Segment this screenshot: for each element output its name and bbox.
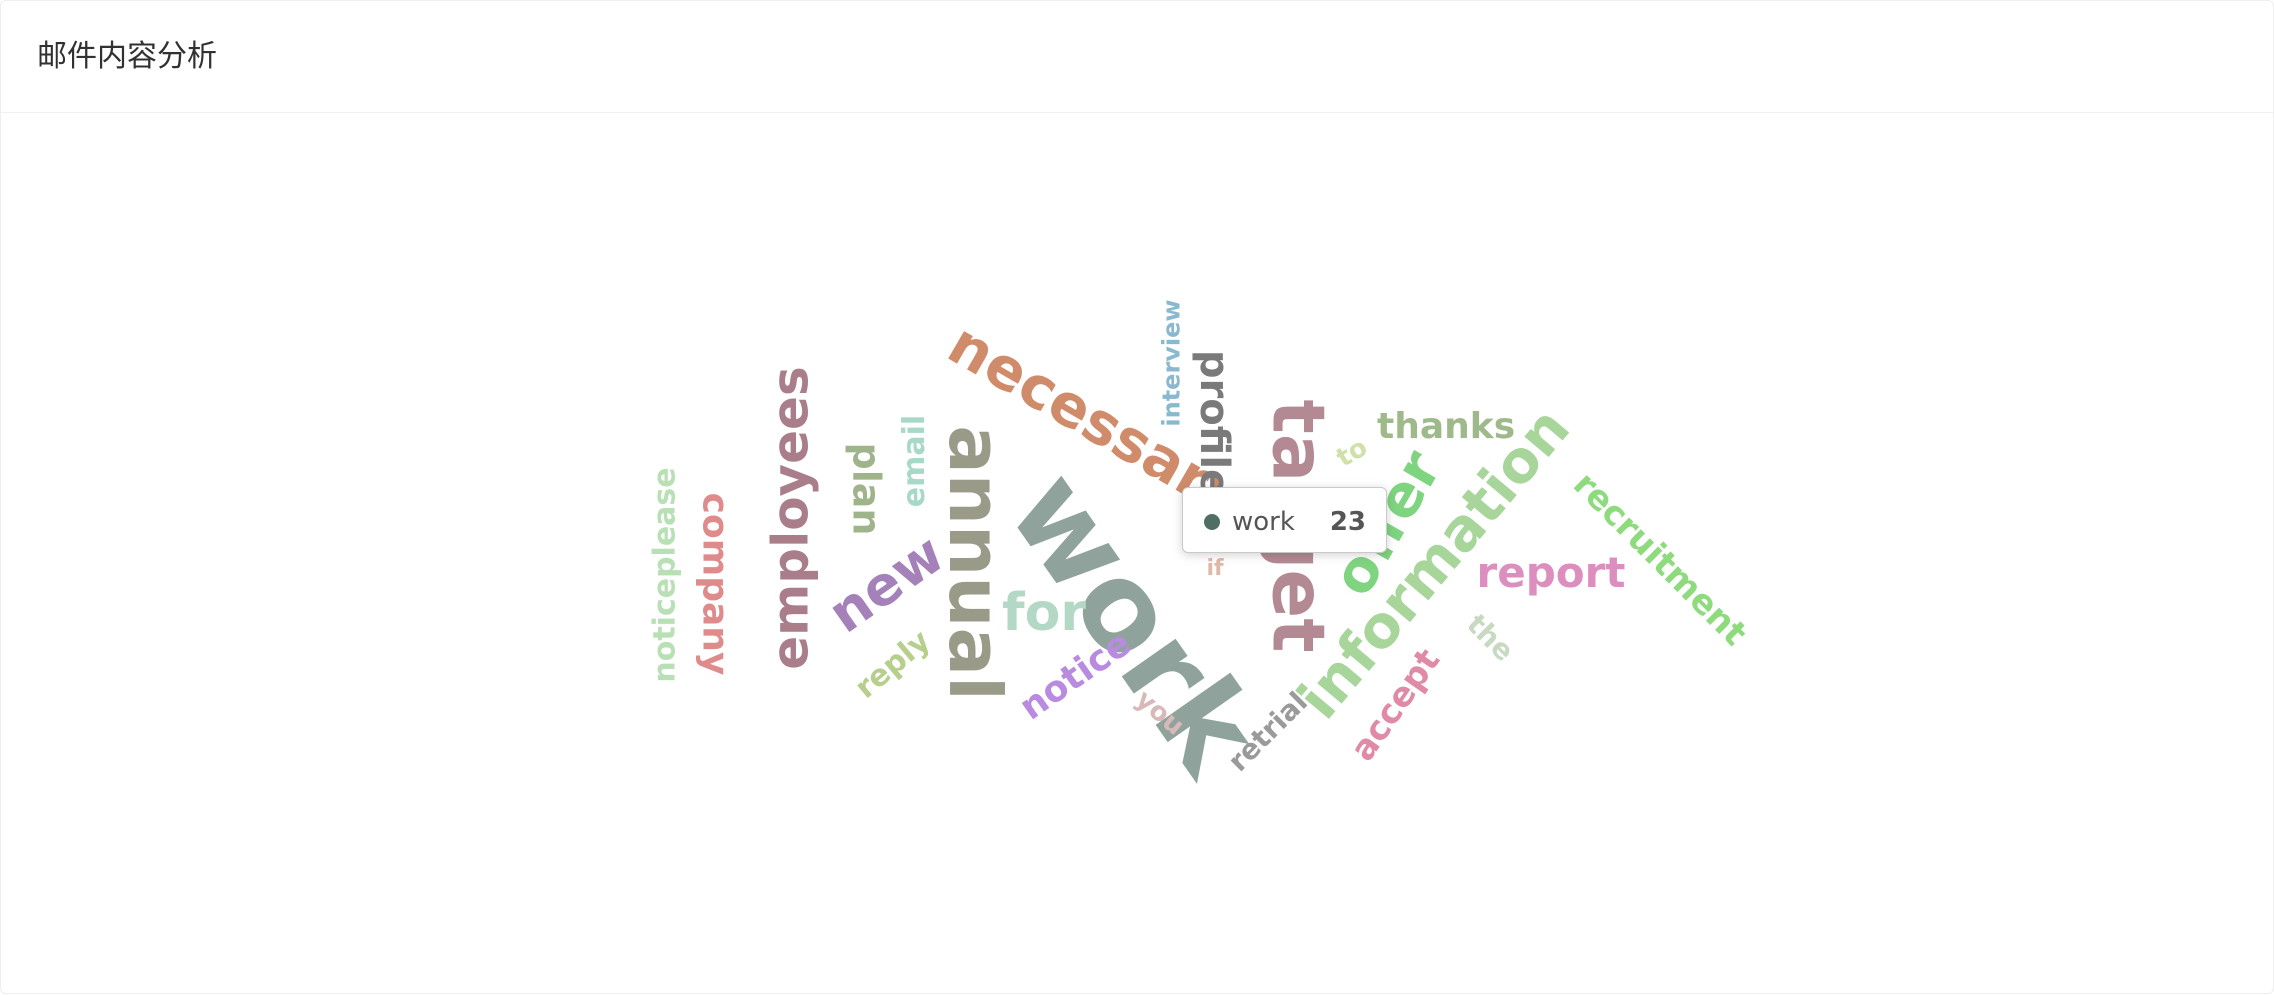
word-thanks[interactable]: thanks <box>1377 406 1516 447</box>
word-for[interactable]: for <box>1002 583 1086 643</box>
tooltip-word: work <box>1232 507 1295 537</box>
word-employees[interactable]: employees <box>761 366 820 670</box>
word-cloud: worktargetannualinformationnecessaryempl… <box>1 113 2274 995</box>
word-noticeplease[interactable]: noticeplease <box>647 467 683 683</box>
word-company[interactable]: company <box>693 492 735 676</box>
word-tooltip: work 23 <box>1182 487 1387 553</box>
word-annual[interactable]: annual <box>932 425 1017 701</box>
tooltip-value: 23 <box>1329 507 1366 537</box>
word-profile[interactable]: profile <box>1191 349 1238 497</box>
word-email[interactable]: email <box>897 414 933 508</box>
page-title: 邮件内容分析 <box>37 39 217 74</box>
series-dot-icon <box>1204 514 1220 530</box>
word-plan[interactable]: plan <box>843 442 888 536</box>
word-report[interactable]: report <box>1476 548 1626 597</box>
word-if[interactable]: if <box>1206 556 1224 581</box>
word-interview[interactable]: interview <box>1157 299 1186 427</box>
word-the[interactable]: the <box>1460 607 1521 668</box>
card-header: 邮件内容分析 <box>1 1 2273 113</box>
